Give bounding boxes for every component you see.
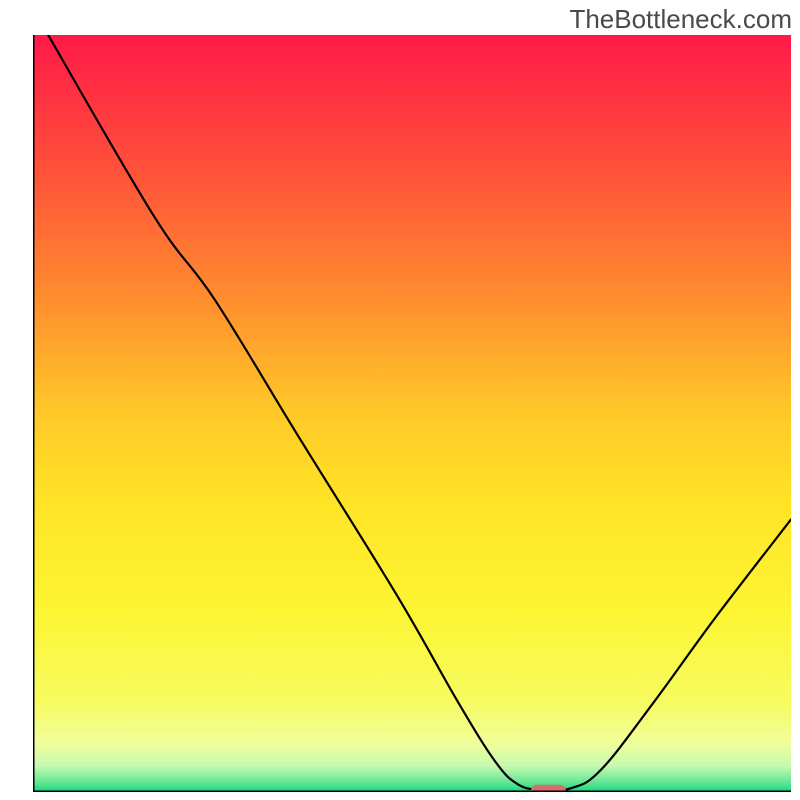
bottleneck-chart bbox=[33, 35, 791, 792]
chart-container: TheBottleneck.com bbox=[0, 0, 800, 800]
watermark-text: TheBottleneck.com bbox=[569, 4, 792, 35]
gradient-background bbox=[33, 35, 791, 792]
